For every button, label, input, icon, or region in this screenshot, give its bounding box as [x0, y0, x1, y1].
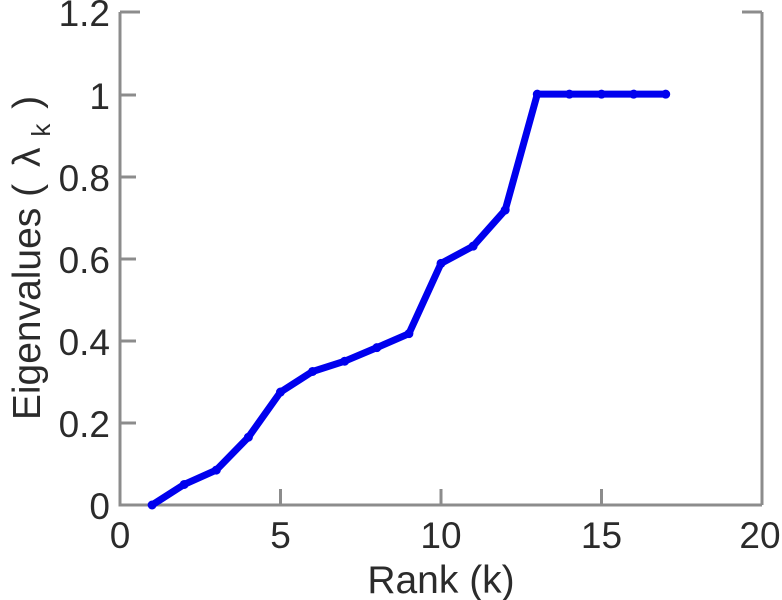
data-point: [564, 89, 574, 99]
data-point: [468, 241, 478, 251]
y-tick-label-0: 0: [89, 486, 110, 527]
series-line: [148, 90, 670, 509]
data-point: [340, 356, 350, 366]
y-axis-title: Eigenvalues ( λ k ): [6, 96, 59, 420]
y-tick-label-1p2: 1.2: [59, 0, 110, 34]
series-markers: [147, 89, 671, 510]
x-axis-ticks: [279, 489, 603, 505]
svg-text:Eigenvalues ( λ: Eigenvalues ( λ k ): [6, 96, 59, 420]
y-tick-label-0p6: 0.6: [59, 240, 110, 281]
data-point: [276, 387, 285, 397]
series-eigenvalues: [147, 89, 671, 510]
data-point: [500, 205, 510, 215]
x-tick-label-0: 0: [110, 515, 131, 556]
data-point: [147, 500, 157, 510]
y-axis-title-subscript: k: [26, 123, 56, 137]
y-tick-label-0p8: 0.8: [59, 158, 110, 199]
y-axis-title-prefix: Eigenvalues (: [6, 184, 49, 420]
data-point: [308, 366, 318, 376]
y-tick-labels: 1.2 1 0.8 0.6 0.4 0.2 0: [59, 0, 110, 527]
x-axis-title: Rank (k): [367, 559, 514, 600]
data-point: [661, 89, 671, 99]
data-point: [629, 89, 639, 99]
data-point: [179, 479, 189, 489]
x-tick-labels: 0 5 10 15 20: [110, 515, 781, 556]
data-point: [211, 465, 221, 475]
x-tick-label-5: 5: [270, 515, 291, 556]
x-tick-label-15: 15: [581, 515, 622, 556]
data-point: [436, 258, 446, 268]
y-axis-ticks: [120, 93, 136, 425]
y-tick-label-0p4: 0.4: [59, 322, 110, 363]
x-tick-label-20: 20: [739, 515, 780, 556]
y-tick-label-0p2: 0.2: [59, 404, 110, 445]
data-point: [404, 329, 414, 339]
data-point: [243, 432, 253, 442]
axes-frame: [118, 10, 764, 507]
y-axis-title-lambda: λ: [6, 147, 49, 167]
x-tick-label-10: 10: [420, 515, 461, 556]
data-point: [372, 343, 382, 353]
y-tick-label-1: 1: [89, 76, 110, 117]
y-axis-title-suffix: ): [6, 96, 49, 109]
data-point: [532, 89, 542, 99]
data-point: [597, 89, 606, 99]
